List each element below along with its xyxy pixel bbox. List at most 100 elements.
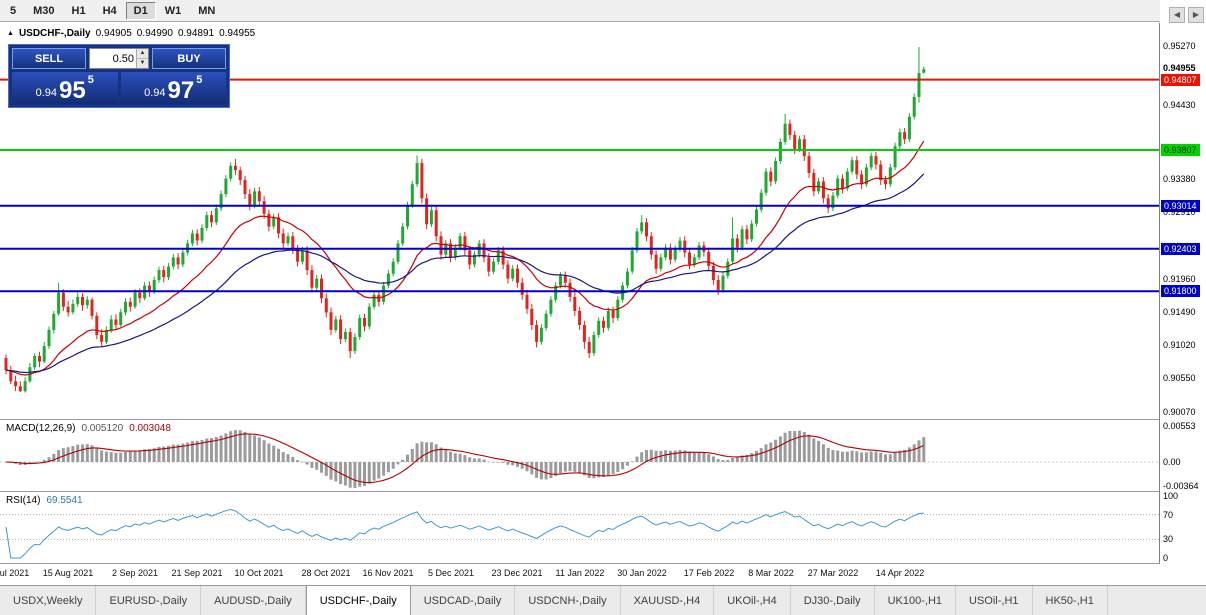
ohlc-low: 0.94891 <box>177 28 215 39</box>
date-axis-label: 8 Mar 2022 <box>748 568 794 578</box>
lot-spinner: ▲ ▼ <box>136 49 148 68</box>
sell-button[interactable]: SELL <box>12 48 86 69</box>
ask-price-display[interactable]: 0.94 97 5 <box>120 72 226 104</box>
timeframe-button-w1[interactable]: W1 <box>157 2 190 20</box>
lot-size-input[interactable] <box>90 49 136 68</box>
chart-tab-dj30-daily[interactable]: DJ30-,Daily <box>791 586 875 615</box>
price-axis-label: 0.92403 <box>1161 243 1200 255</box>
timeframe-button-mn[interactable]: MN <box>190 2 223 20</box>
ask-price-prefix: 0.94 <box>144 87 166 99</box>
price-axis-label: 0.90550 <box>1163 373 1196 383</box>
ask-price-big: 97 <box>167 77 195 104</box>
date-axis-label: 21 Sep 2021 <box>171 568 223 578</box>
price-axis-label: 0.91960 <box>1163 274 1196 284</box>
chart-tab-usoil-h1[interactable]: USOil-,H1 <box>956 586 1033 615</box>
bid-price-pip: 5 <box>87 74 94 86</box>
chart-marker-icon: ▲ <box>7 30 14 37</box>
ohlc-close: 0.94955 <box>219 28 256 39</box>
price-axis-label: 0.93807 <box>1161 144 1200 156</box>
rsi-panel-canvas[interactable] <box>0 492 1159 563</box>
rsi-axis-label: 100 <box>1163 491 1179 501</box>
macd-panel-canvas[interactable] <box>0 420 1159 490</box>
price-axis[interactable]: 0.95270 0.94955 0.94807 0.94430 0.93807 0.933… <box>1160 0 1206 584</box>
timeframe-button-5[interactable]: 5 <box>2 2 24 20</box>
lot-size-field: ▲ ▼ <box>89 48 149 69</box>
chart-title: ▲ USDCHF-,Daily 0.94905 0.94990 0.94891 … <box>7 28 255 39</box>
date-axis-label: 10 Oct 2021 <box>234 568 284 578</box>
date-axis-label: 28 Oct 2021 <box>301 568 351 578</box>
price-axis-label: 0.94430 <box>1163 100 1196 110</box>
price-axis-label: 0.93014 <box>1161 200 1200 212</box>
chart-tab-xauusd-h4[interactable]: XAUUSD-,H4 <box>621 586 715 615</box>
tab-scroll-left-icon[interactable]: ◀ <box>1169 7 1185 23</box>
macd-value-main: 0.005120 <box>81 423 124 434</box>
date-axis-label: 16 Nov 2021 <box>362 568 414 578</box>
one-click-trading-panel: SELL ▲ ▼ BUY 0.94 95 5 0.94 97 5 <box>8 44 230 108</box>
timeframe-button-h1[interactable]: H1 <box>64 2 94 20</box>
chart-symbol-label: USDCHF-,Daily <box>18 28 91 39</box>
rsi-axis-label: 0 <box>1163 553 1169 563</box>
date-axis-label: 23 Dec 2021 <box>491 568 543 578</box>
panel-separator[interactable] <box>0 491 1206 492</box>
timeframe-button-d1[interactable]: D1 <box>125 1 156 20</box>
price-axis-label: 0.94955 <box>1163 63 1196 73</box>
date-axis[interactable]: 27 Jul 2021 15 Aug 2021 2 Sep 2021 21 Sep 2… <box>0 564 1159 584</box>
rsi-value: 69.5541 <box>46 495 83 506</box>
date-axis-label: 30 Jan 2022 <box>617 568 667 578</box>
date-axis-label: 2 Sep 2021 <box>111 568 159 578</box>
macd-axis-label: 0.00553 <box>1163 421 1196 431</box>
macd-value-signal: 0.003048 <box>129 423 171 434</box>
price-axis-label: 0.91490 <box>1163 307 1196 317</box>
macd-name: MACD(12,26,9) <box>6 423 76 434</box>
chart-tab-usdchf-daily[interactable]: USDCHF-,Daily <box>305 586 411 615</box>
rsi-name: RSI(14) <box>6 495 41 506</box>
timeframe-button-h4[interactable]: H4 <box>95 2 125 20</box>
price-axis-label: 0.93380 <box>1163 174 1196 184</box>
ohlc-open: 0.94905 <box>95 28 132 39</box>
chart-tab-hk50-h1[interactable]: HK50-,H1 <box>1033 586 1108 615</box>
date-axis-label: 15 Aug 2021 <box>42 568 94 578</box>
ohlc-high: 0.94990 <box>136 28 173 39</box>
rsi-label: RSI(14) 69.5541 <box>6 495 83 506</box>
macd-axis-label: 0.00 <box>1163 457 1181 467</box>
chart-tab-eurusd-daily[interactable]: EURUSD-,Daily <box>96 586 202 615</box>
chart-tab-usdx-weekly[interactable]: USDX,Weekly <box>0 586 97 615</box>
rsi-axis-label: 70 <box>1163 510 1174 520</box>
chart-tab-usdcnh-daily[interactable]: USDCNH-,Daily <box>515 586 621 615</box>
buy-button[interactable]: BUY <box>152 48 226 69</box>
chart-tab-bar: USDX,Weekly EURUSD-,Daily AUDUSD-,Daily USD… <box>0 585 1206 615</box>
price-axis-label: 0.94807 <box>1161 74 1200 86</box>
date-axis-label: 11 Jan 2022 <box>555 568 605 578</box>
bid-price-display[interactable]: 0.94 95 5 <box>12 72 118 104</box>
date-axis-label: 5 Dec 2021 <box>427 568 475 578</box>
chart-tab-audusd-daily[interactable]: AUDUSD-,Daily <box>201 586 306 615</box>
date-axis-label: 17 Feb 2022 <box>683 568 735 578</box>
lot-decrease-button[interactable]: ▼ <box>137 59 148 68</box>
ask-price-pip: 5 <box>196 74 203 86</box>
macd-axis-label: -0.00364 <box>1163 481 1199 491</box>
axis-divider <box>1159 23 1160 563</box>
tab-scroll-right-icon[interactable]: ▶ <box>1188 7 1204 23</box>
date-axis-label: 27 Mar 2022 <box>807 568 859 578</box>
panel-separator[interactable] <box>0 419 1206 420</box>
price-axis-label: 0.95270 <box>1163 41 1196 51</box>
lot-increase-button[interactable]: ▲ <box>137 49 148 59</box>
timeframe-toolbar: 5 M30 H1 H4 D1 W1 MN <box>0 0 1206 22</box>
chart-tab-ukoil-h4[interactable]: UKOil-,H4 <box>714 586 791 615</box>
price-chart-canvas[interactable] <box>0 23 1159 419</box>
chart-tab-uk100-h1[interactable]: UK100-,H1 <box>875 586 957 615</box>
bid-price-prefix: 0.94 <box>35 87 58 99</box>
bid-price-big: 95 <box>59 77 86 104</box>
price-axis-label: 0.90070 <box>1163 407 1196 417</box>
rsi-axis-label: 30 <box>1163 534 1174 544</box>
chart-tab-usdcad-daily[interactable]: USDCAD-,Daily <box>411 586 516 615</box>
date-axis-label: 27 Jul 2021 <box>0 568 30 578</box>
macd-label: MACD(12,26,9) 0.005120 0.003048 <box>6 423 171 434</box>
panel-separator[interactable] <box>0 563 1206 564</box>
timeframe-button-m30[interactable]: M30 <box>25 2 62 20</box>
price-axis-label: 0.92910 <box>1163 207 1196 217</box>
price-axis-label: 0.91800 <box>1161 285 1200 297</box>
tab-scroll-controls: ◀ ▶ <box>1169 7 1204 23</box>
price-axis-label: 0.91020 <box>1163 340 1196 350</box>
